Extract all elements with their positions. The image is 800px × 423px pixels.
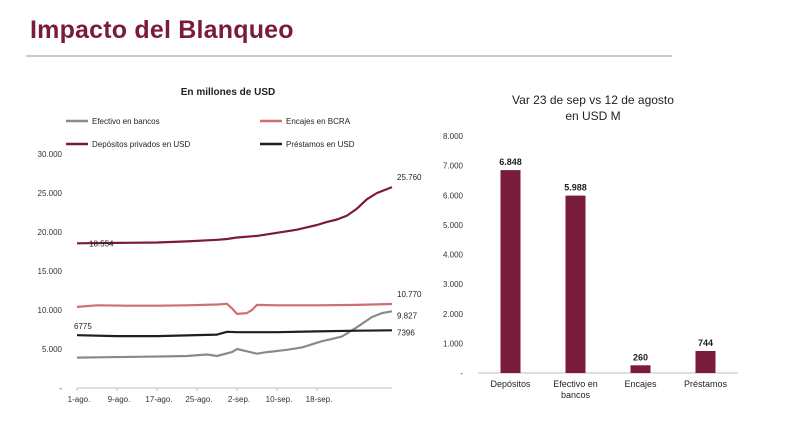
legend-label: Efectivo en bancos (92, 117, 160, 126)
series-line (76, 329, 393, 338)
slide-title: Impacto del Blanqueo (30, 16, 294, 44)
category-label: Encajes (624, 379, 657, 389)
title-divider (26, 55, 672, 57)
x-tick-label: 1-ago. (68, 395, 91, 404)
y-tick-label: 4.000 (443, 251, 464, 260)
category-label: Efectivo en (553, 379, 598, 389)
x-tick-label: 2-sep. (228, 395, 250, 404)
y-tick-label: 25.000 (38, 189, 63, 198)
y-tick-label: 2.000 (443, 310, 464, 319)
series-line (76, 302, 393, 315)
y-tick-label: 8.000 (443, 132, 464, 141)
x-tick-label: 9-ago. (108, 395, 131, 404)
x-tick-label: 18-sep. (306, 395, 333, 404)
bar (565, 195, 586, 373)
y-tick-label: - (460, 369, 463, 378)
legend-label: Depósitos privados en USD (92, 140, 190, 149)
y-tick-label: - (59, 384, 62, 393)
data-label-start: 18.554 (89, 239, 114, 248)
bar (500, 170, 521, 373)
y-tick-label: 3.000 (443, 280, 464, 289)
bar-chart-subtitle: en USD M (565, 109, 620, 123)
legend-label: Encajes en BCRA (286, 117, 351, 126)
data-label-end: 7396 (397, 328, 415, 337)
data-label-start: 6775 (74, 322, 92, 331)
y-tick-label: 10.000 (38, 306, 63, 315)
bar (695, 350, 716, 373)
y-tick-label: 30.000 (38, 150, 63, 159)
bar-chart-title: Var 23 de sep vs 12 de agosto (512, 93, 674, 107)
bar-value-label: 5.988 (564, 183, 587, 193)
line-chart-title: En millones de USD (181, 87, 275, 98)
y-tick-label: 1.000 (443, 339, 464, 348)
x-tick-label: 10-sep. (266, 395, 293, 404)
series-line (76, 186, 393, 245)
data-label-end: 25.760 (397, 173, 422, 182)
legend-label: Préstamos en USD (286, 140, 355, 149)
x-tick-label: 17-ago. (145, 395, 172, 404)
y-tick-label: 6.000 (443, 191, 464, 200)
data-label-end: 10.770 (397, 290, 422, 299)
category-label: Préstamos (684, 379, 728, 389)
bar-value-label: 6.848 (499, 157, 522, 167)
category-label: bancos (561, 390, 591, 400)
bar-value-label: 260 (633, 352, 648, 362)
y-tick-label: 7.000 (443, 162, 464, 171)
bar (630, 365, 651, 373)
y-tick-label: 5.000 (443, 221, 464, 230)
data-label-end: 9.827 (397, 311, 418, 320)
category-label: Depósitos (490, 379, 531, 389)
bar-value-label: 744 (698, 338, 713, 348)
y-tick-label: 20.000 (38, 228, 63, 237)
y-tick-label: 15.000 (38, 267, 63, 276)
y-tick-label: 5.000 (42, 345, 63, 354)
x-tick-label: 25-ago. (185, 395, 212, 404)
